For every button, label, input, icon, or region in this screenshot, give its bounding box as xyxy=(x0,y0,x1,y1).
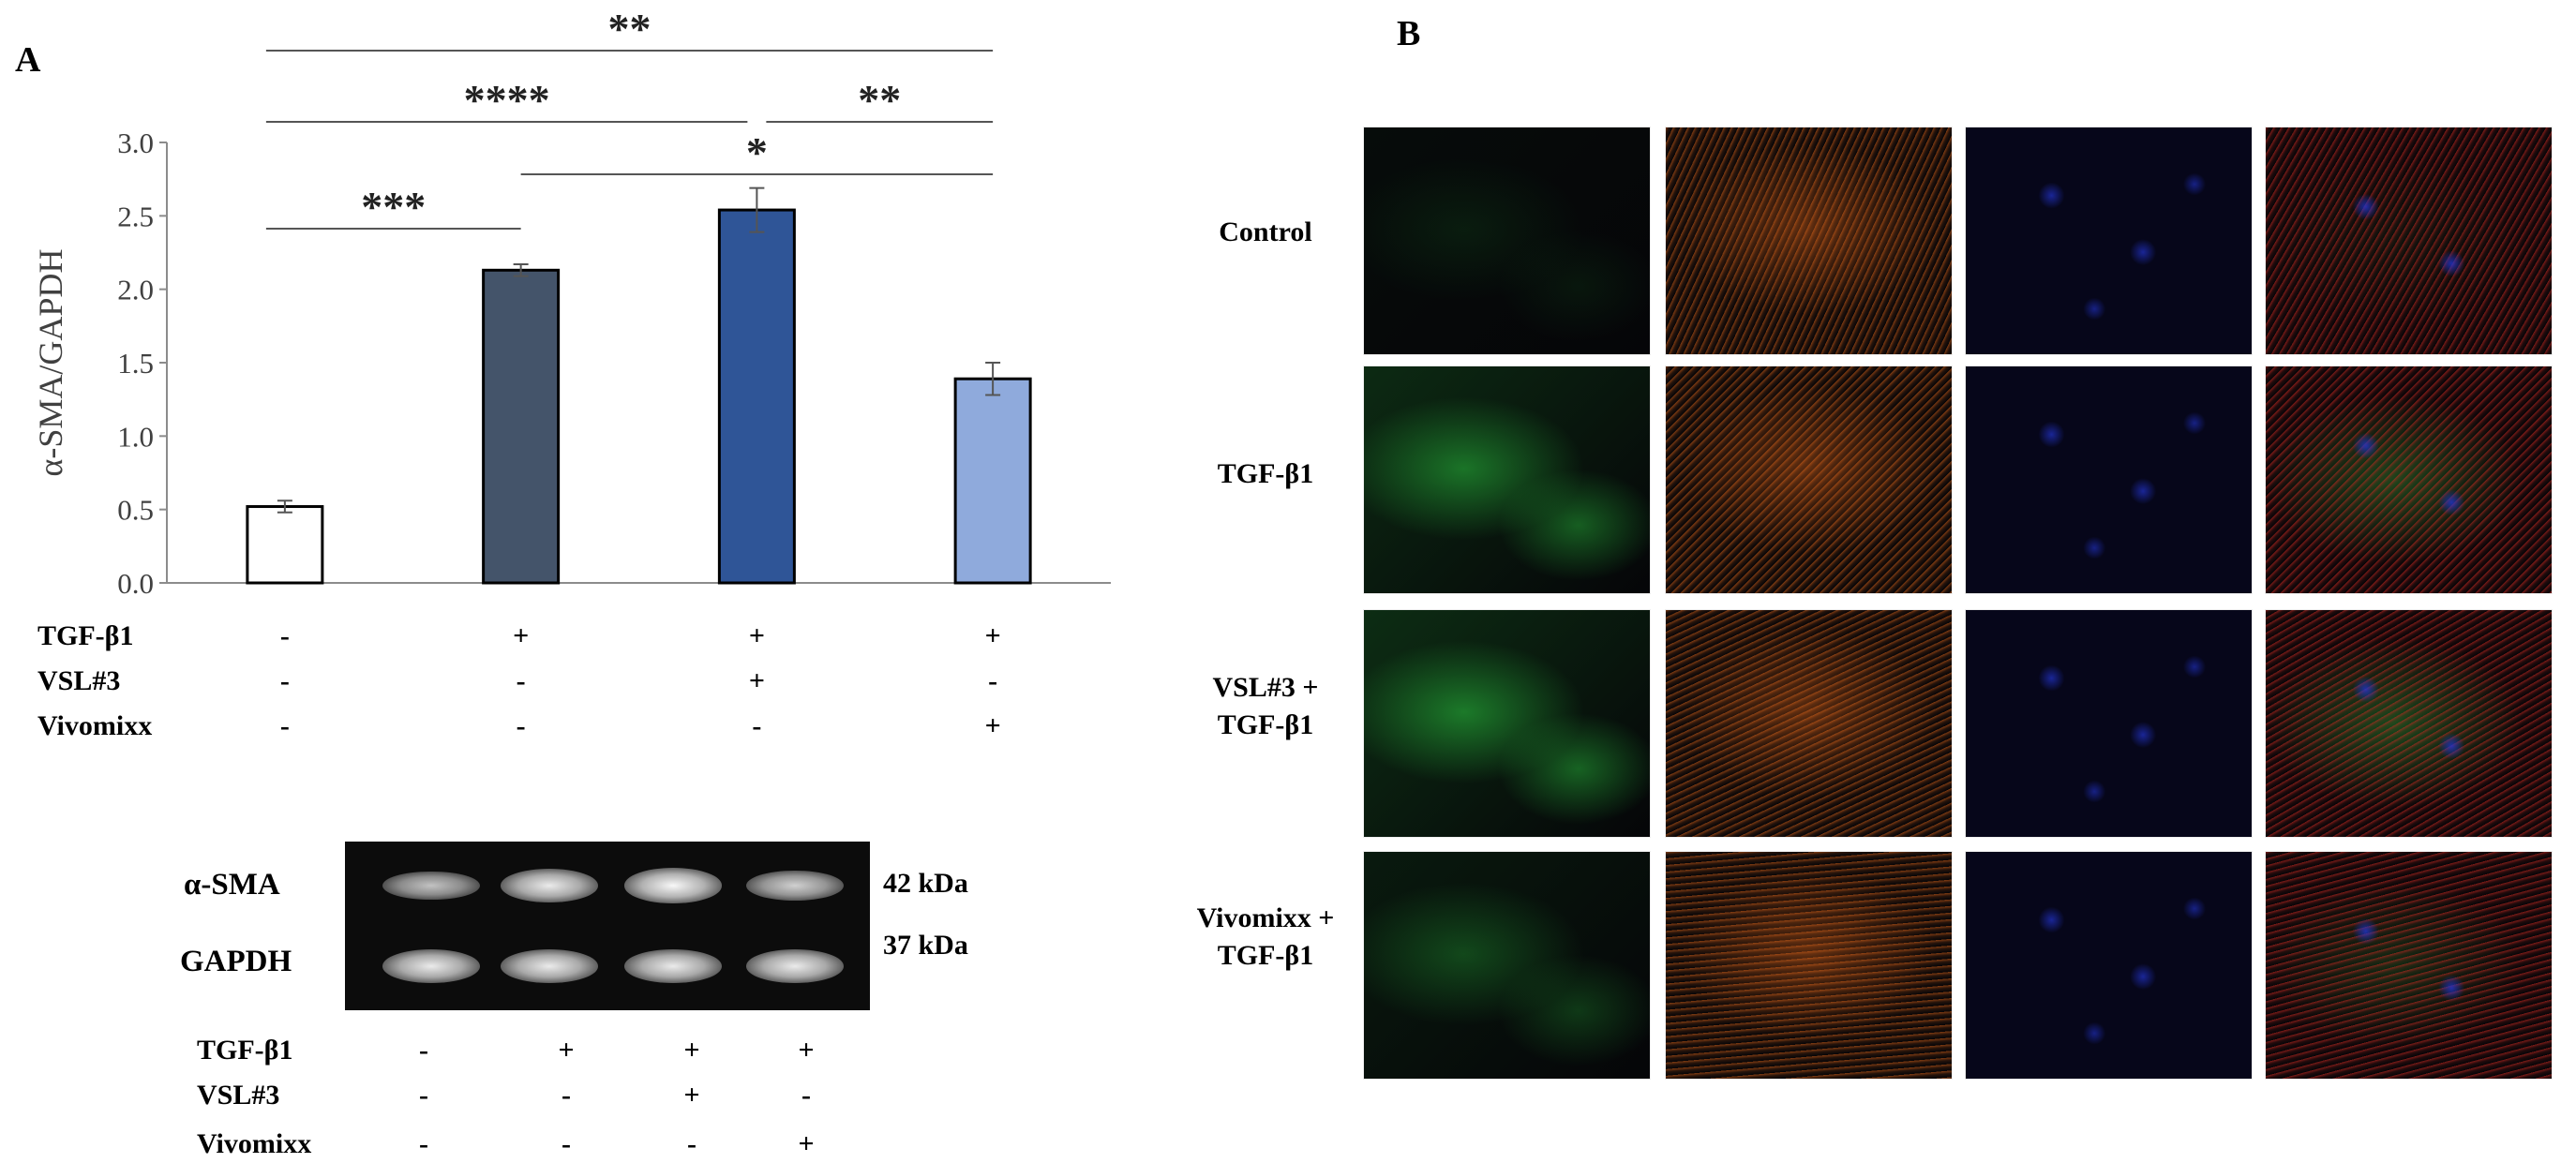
chart-condition-table: TGF-β1 - + + + VSL#3 - - + - Vivomixx - - - + xyxy=(0,609,1125,759)
micrograph-tile xyxy=(1665,609,1953,838)
condition-sign: - xyxy=(562,1128,571,1159)
y-tick-label: 0.5 xyxy=(117,494,154,527)
micrograph-tile xyxy=(1665,851,1953,1080)
wb-band-strip-gapdh xyxy=(345,922,870,1010)
condition-name: Vivomixx xyxy=(37,710,153,741)
condition-sign: - xyxy=(562,1080,571,1111)
micrograph-tile xyxy=(1965,609,2253,838)
wb-condition-table: TGF-β1 - + + + VSL#3 - - + - Vivomixx - - - + xyxy=(0,1012,1125,1162)
condition-name: TGF-β1 xyxy=(37,620,134,651)
bar xyxy=(953,377,1032,585)
significance-label: ** xyxy=(608,5,651,52)
micrograph-tile xyxy=(2265,609,2553,838)
row-label-vsl3: VSL#3 + TGF-β1 xyxy=(1162,669,1369,744)
row-label-vivomixx: Vivomixx + TGF-β1 xyxy=(1162,900,1369,975)
wb-band xyxy=(746,949,844,983)
condition-name: VSL#3 xyxy=(197,1080,280,1111)
wb-band xyxy=(382,949,480,983)
bar xyxy=(246,505,324,585)
row-label-vsl3-line1: VSL#3 + xyxy=(1212,672,1319,703)
micrograph-tile xyxy=(2265,127,2553,355)
condition-sign: - xyxy=(801,1080,811,1111)
condition-sign: - xyxy=(279,620,290,651)
y-tick-label: 3.0 xyxy=(117,127,154,159)
micrograph-tile xyxy=(1965,851,2253,1080)
row-label-vivomixx-line2: TGF-β1 xyxy=(1217,940,1314,971)
condition-sign: + xyxy=(984,710,1001,741)
y-tick-label: 0.0 xyxy=(117,567,154,600)
wb-band xyxy=(501,869,598,902)
wb-kda-asma: 42 kDa xyxy=(883,868,968,899)
condition-sign: - xyxy=(752,710,762,741)
micrograph-tile xyxy=(2265,365,2553,594)
condition-sign: + xyxy=(683,1035,700,1066)
wb-band xyxy=(746,870,844,902)
row-label-vsl3-line2: TGF-β1 xyxy=(1217,709,1314,740)
condition-sign: - xyxy=(419,1128,428,1159)
row-label-control: Control xyxy=(1219,216,1312,247)
condition-sign: + xyxy=(558,1035,575,1066)
condition-sign: + xyxy=(683,1080,700,1111)
micrograph-tile xyxy=(1665,365,1953,594)
condition-sign: - xyxy=(516,710,526,741)
micrograph-tile xyxy=(1665,127,1953,355)
row-label-tgf: TGF-β1 xyxy=(1217,458,1314,489)
wb-band xyxy=(624,868,722,903)
condition-name: VSL#3 xyxy=(37,665,121,696)
y-tick-label: 2.5 xyxy=(117,200,154,232)
condition-sign: - xyxy=(687,1128,696,1159)
significance-label: ** xyxy=(858,76,901,124)
condition-name: Vivomixx xyxy=(197,1128,312,1159)
wb-kda-gapdh: 37 kDa xyxy=(883,930,968,961)
micrograph-tile xyxy=(1363,609,1651,838)
y-axis-title: α-SMA/GAPDH xyxy=(32,249,69,477)
wb-band xyxy=(382,871,480,901)
micrograph-tile xyxy=(1965,365,2253,594)
condition-sign: + xyxy=(748,620,765,651)
condition-sign: - xyxy=(516,665,526,696)
y-tick-label: 2.0 xyxy=(117,274,154,306)
micrograph-tile xyxy=(1363,851,1651,1080)
micrograph-tile xyxy=(1965,127,2253,355)
significance-label: **** xyxy=(464,76,550,124)
western-blot: α-SMA GAPDH 42 kDa 37 kDa TGF-β1 - + + + VSL#… xyxy=(0,825,1125,1163)
bar-chart: 0.00.51.01.52.02.53.0α-SMA/GAPDH******* *… xyxy=(32,5,1111,600)
micrograph-tile xyxy=(1363,365,1651,594)
panel-b-label: B xyxy=(1397,14,1421,53)
condition-sign: - xyxy=(279,710,290,741)
condition-sign: + xyxy=(798,1128,815,1159)
micrograph-panel: Control TGF-β1 VSL#3 + TGF-β1 Vivomixx +… xyxy=(1162,122,2569,1080)
wb-band-strip-asma xyxy=(345,842,870,930)
y-tick-label: 1.5 xyxy=(117,347,154,380)
condition-name: TGF-β1 xyxy=(197,1035,293,1066)
micrograph-tile xyxy=(1363,127,1651,355)
wb-band xyxy=(624,949,722,983)
bar xyxy=(717,208,796,585)
significance-label: * xyxy=(746,128,768,176)
condition-sign: - xyxy=(419,1080,428,1111)
condition-sign: - xyxy=(988,665,998,696)
row-label-vivomixx-line1: Vivomixx + xyxy=(1196,902,1335,933)
condition-sign: - xyxy=(419,1035,428,1066)
wb-label-asma: α-SMA xyxy=(184,868,280,902)
micrograph-tile xyxy=(2265,851,2553,1080)
condition-sign: + xyxy=(513,620,530,651)
condition-sign: + xyxy=(984,620,1001,651)
condition-sign: + xyxy=(798,1035,815,1066)
condition-sign: - xyxy=(279,665,290,696)
bar xyxy=(482,268,561,585)
y-tick-label: 1.0 xyxy=(117,420,154,453)
panel-a-label: A xyxy=(15,40,41,80)
wb-label-gapdh: GAPDH xyxy=(180,945,292,978)
condition-sign: + xyxy=(748,665,765,696)
wb-band xyxy=(501,949,598,983)
significance-label: *** xyxy=(361,183,426,231)
